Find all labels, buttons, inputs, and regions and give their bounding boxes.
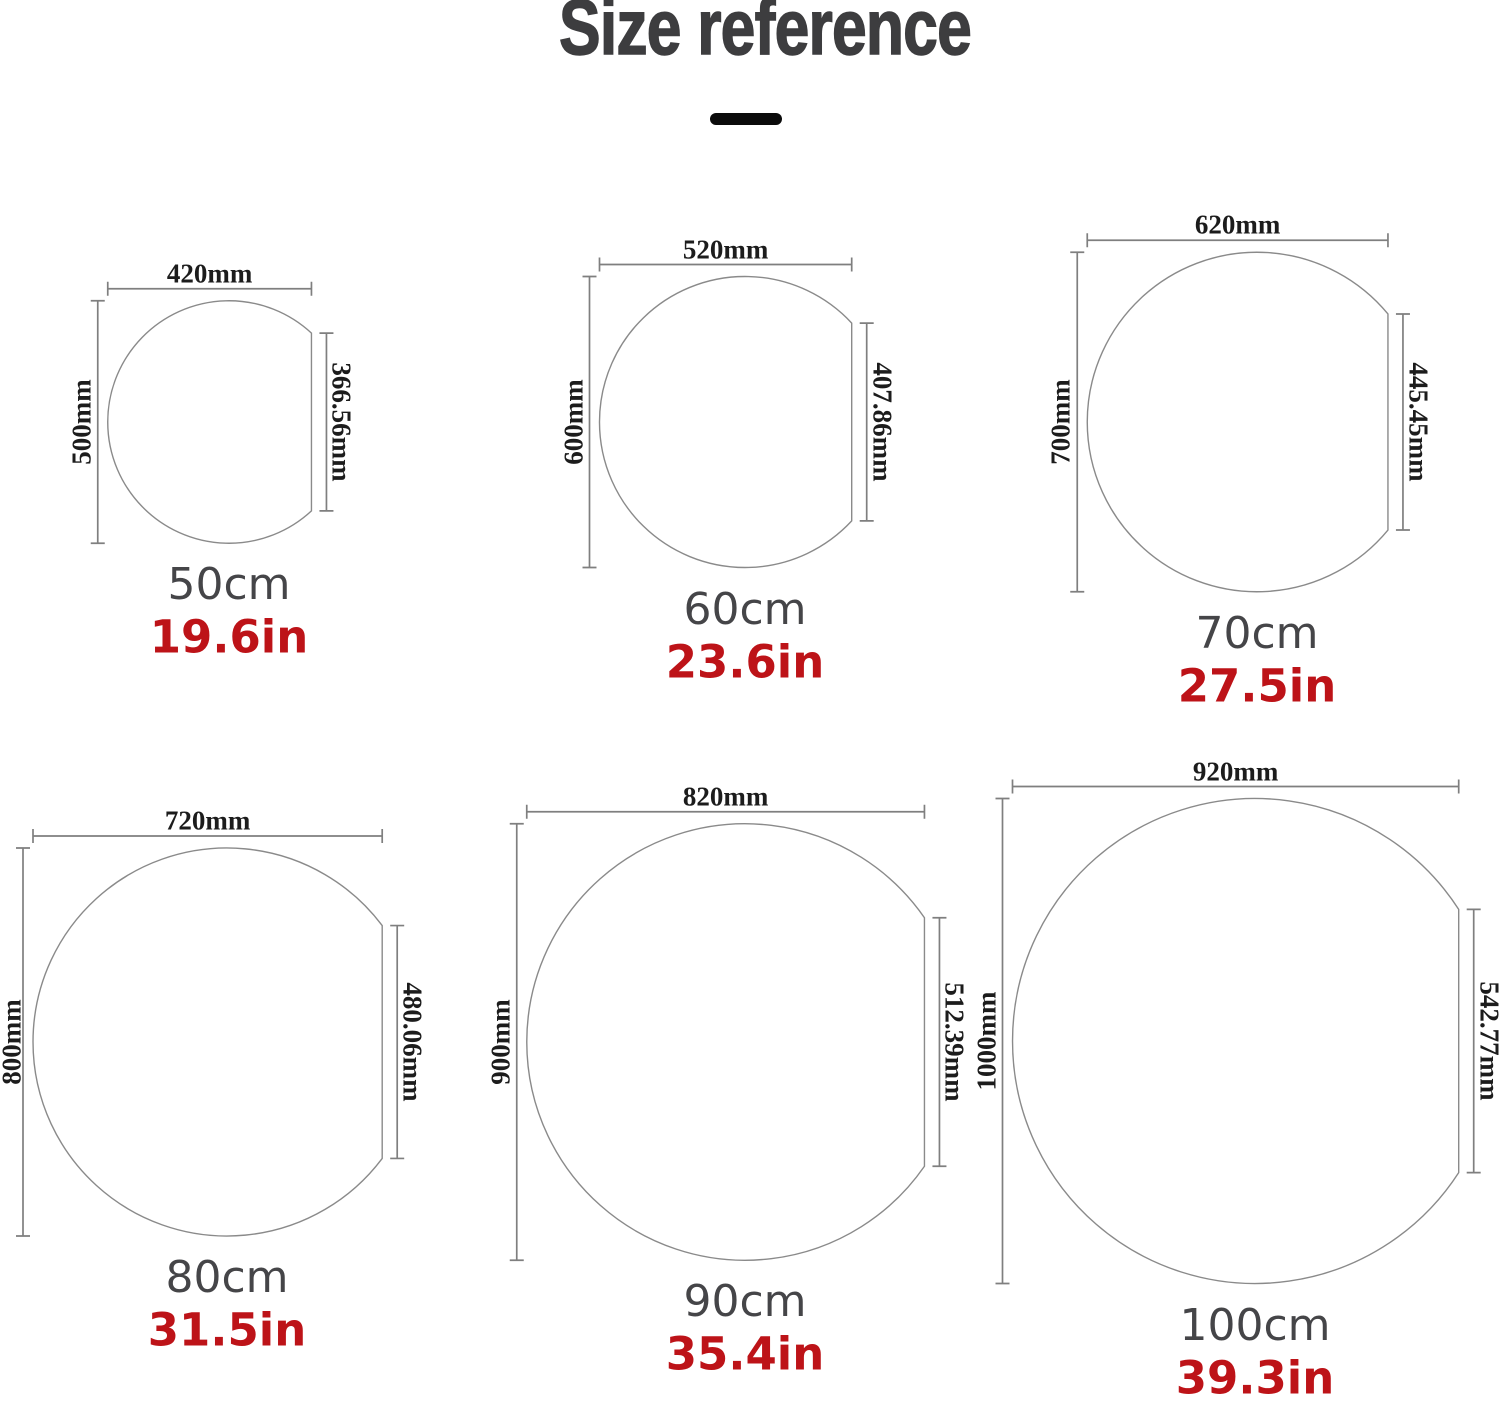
chord-dimension-label: 366.56mm: [326, 362, 357, 482]
size-inch-label: 31.5in: [147, 1303, 307, 1357]
mat-outline: [526, 823, 926, 1261]
diameter-dimension-label: 1000mm: [971, 991, 1001, 1091]
diameter-dimension-line: [995, 797, 1010, 1285]
chord-dimension-label: 445.45mm: [1403, 362, 1434, 482]
width-dimension-label: 420mm: [166, 258, 253, 289]
width-dimension-line: [525, 804, 926, 819]
diameter-dimension-label: 500mm: [66, 379, 97, 465]
size-cm-label: 90cm: [683, 1276, 807, 1328]
title-underline-dash: [710, 113, 782, 125]
diameter-dimension-label: 700mm: [1045, 379, 1076, 465]
chord-dimension-line: [932, 916, 947, 1168]
diameter-dimension-line: [16, 847, 30, 1237]
size-diagram-100cm: [995, 779, 1481, 1285]
diameter-dimension-line: [509, 822, 524, 1262]
chord-dimension-label: 542.77mm: [1474, 981, 1500, 1101]
diameter-dimension-label: 600mm: [558, 379, 588, 465]
size-diagram-70cm: [1070, 233, 1410, 593]
width-dimension-label: 820mm: [682, 781, 769, 812]
size-inch-label: 35.4in: [665, 1327, 825, 1381]
size-cm-label: 60cm: [683, 583, 807, 635]
size-cm-label: 70cm: [1195, 607, 1319, 659]
width-dimension-label: 520mm: [682, 234, 769, 264]
size-diagram-90cm: [509, 804, 947, 1262]
width-dimension-line: [1086, 233, 1389, 248]
size-cm-label: 80cm: [165, 1252, 289, 1303]
mat-outline: [32, 847, 383, 1237]
width-dimension-label: 920mm: [1192, 756, 1279, 786]
width-dimension-line: [598, 257, 853, 272]
chord-dimension-label: 480.06mm: [397, 982, 428, 1102]
width-dimension-label: 620mm: [1194, 209, 1281, 240]
diameter-dimension-label: 800mm: [0, 999, 27, 1085]
size-diagram-50cm: [90, 281, 334, 545]
mat-outline: [1086, 251, 1389, 593]
chord-dimension-line: [859, 322, 874, 522]
size-inch-label: 19.6in: [149, 610, 309, 664]
size-diagram-80cm: [16, 829, 405, 1237]
chord-dimension-line: [319, 332, 334, 512]
width-dimension-line: [32, 829, 384, 843]
chord-dimension-label: 407.86mm: [867, 362, 898, 482]
page-title: Size reference: [558, 0, 972, 71]
mat-outline: [1011, 797, 1460, 1285]
size-diagram-60cm: [582, 257, 874, 569]
width-dimension-line: [106, 281, 313, 296]
size-inch-label: 27.5in: [1177, 659, 1337, 713]
size-inch-label: 39.3in: [1175, 1351, 1335, 1404]
size-cm-label: 100cm: [1179, 1299, 1331, 1351]
chord-dimension-line: [390, 924, 405, 1160]
size-inch-label: 23.6in: [665, 635, 825, 688]
mat-outline: [598, 275, 853, 569]
width-dimension-label: 720mm: [164, 805, 251, 836]
size-cm-label: 50cm: [167, 559, 291, 611]
chord-dimension-line: [1466, 908, 1481, 1174]
diameter-dimension-label: 900mm: [485, 999, 516, 1085]
chord-dimension-label: 512.39mm: [939, 982, 970, 1102]
width-dimension-line: [1011, 779, 1460, 794]
mat-outline: [107, 300, 313, 544]
diameter-dimension-line: [1070, 251, 1085, 593]
diameter-dimension-line: [582, 275, 597, 569]
chord-dimension-line: [1395, 313, 1410, 531]
diameter-dimension-line: [90, 299, 105, 545]
